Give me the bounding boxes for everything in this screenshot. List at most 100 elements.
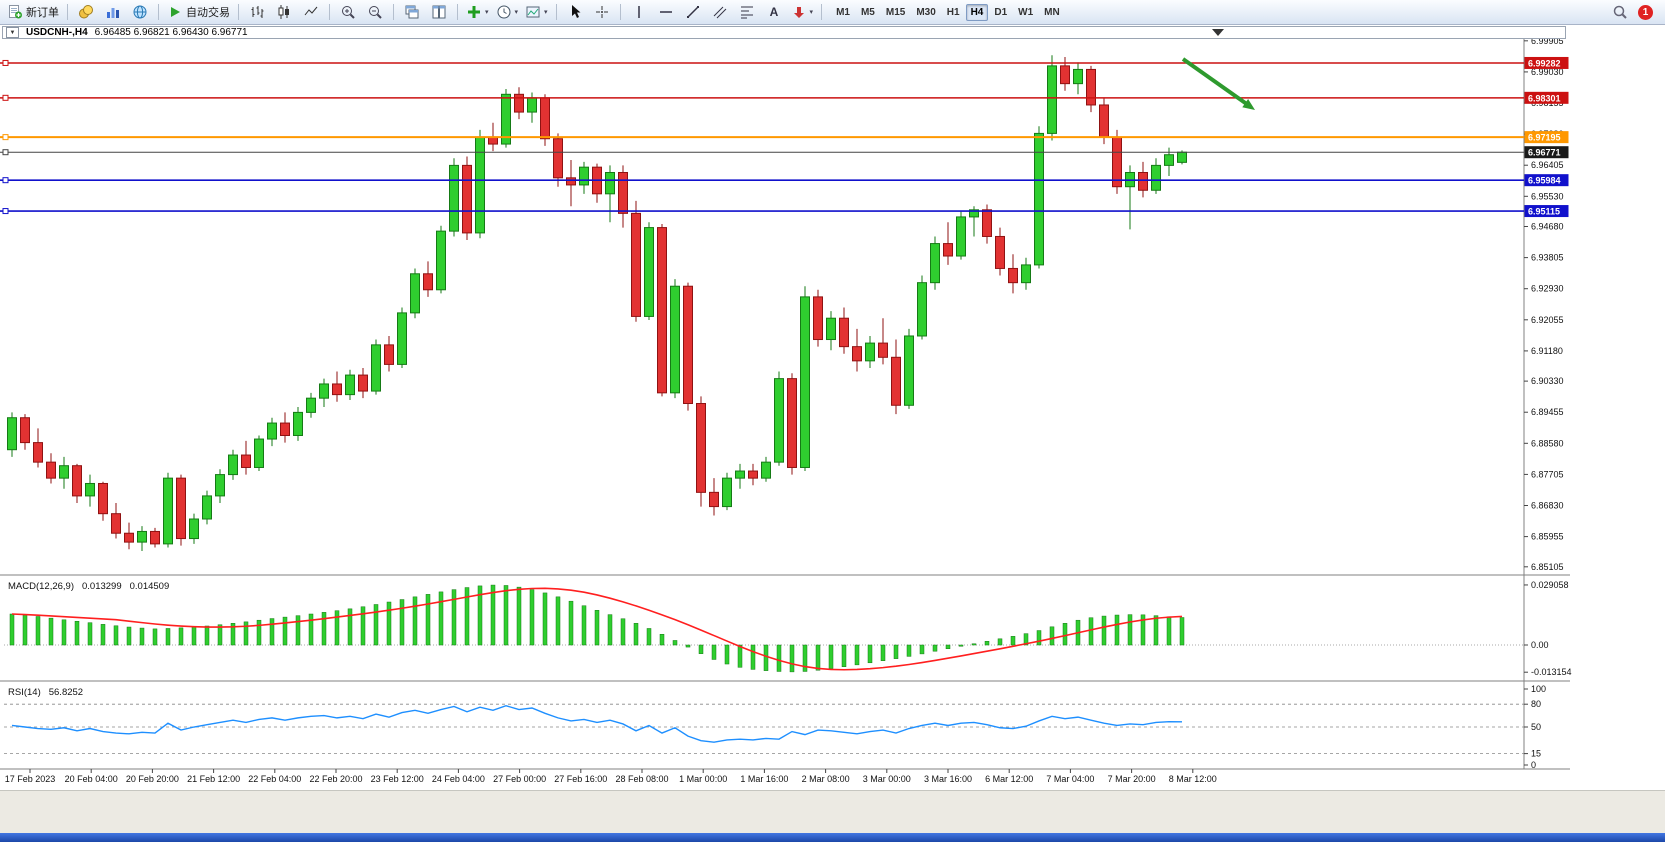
timeframe-button-m15[interactable]: M15: [885, 6, 906, 18]
rsi-value: 56.8252: [48, 687, 84, 698]
zoom-in-button[interactable]: [335, 2, 361, 22]
macd-main-value: 0.013299: [82, 581, 122, 592]
svg-text:6.93805: 6.93805: [1531, 253, 1564, 263]
time-axis[interactable]: 17 Feb 2023 20 Feb 04:00 20 Feb 20:00 21 Fe…: [5, 769, 1217, 784]
cascade-windows-button[interactable]: [399, 2, 425, 22]
taskbar: [0, 833, 1665, 842]
macd-label: MACD(12,26,9) 0.013299 0.014509: [8, 581, 170, 592]
timeframe-button-m1[interactable]: M1: [836, 6, 850, 18]
crosshair-tool-button[interactable]: [589, 2, 615, 22]
text-tool-button[interactable]: A: [761, 2, 787, 22]
chart-window: ▼ USDCNH-,H4 6.96485 6.96821 6.96430 6.9…: [0, 26, 1665, 790]
line-chart-mode-button[interactable]: [298, 2, 324, 22]
periods-button[interactable]: ▾: [493, 2, 522, 22]
cursor-tool-button[interactable]: [562, 2, 588, 22]
separator: [67, 4, 68, 20]
separator: [238, 4, 239, 20]
rsi-label: RSI(14) 56.8252: [8, 687, 84, 698]
svg-text:6.91180: 6.91180: [1531, 346, 1563, 356]
horizontal-line-tool-button[interactable]: [653, 2, 679, 22]
svg-text:22 Feb 20:00: 22 Feb 20:00: [309, 774, 362, 784]
templates-button[interactable]: ▾: [522, 2, 551, 22]
price-axis[interactable]: 6.999056.990306.981556.972806.964056.955…: [1524, 39, 1564, 572]
plus-icon: [466, 4, 482, 20]
tile-windows-icon: [431, 4, 447, 20]
svg-text:80: 80: [1531, 699, 1541, 709]
price-level-lines[interactable]: 6.99282 6.98301 6.97195 6.96771 6.95984 6.951…: [0, 56, 1569, 218]
auto-trading-label: 自动交易: [186, 7, 230, 19]
bar-chart-icon: [105, 4, 121, 20]
svg-text:6.95115: 6.95115: [1528, 207, 1560, 217]
svg-text:1 Mar 00:00: 1 Mar 00:00: [679, 774, 727, 784]
chevron-down-icon: ▾: [514, 9, 519, 16]
coins-icon: [78, 4, 94, 20]
tile-windows-button[interactable]: [426, 2, 452, 22]
new-order-button[interactable]: 新订单: [4, 2, 62, 22]
chart-shift-marker[interactable]: [1212, 29, 1224, 36]
data-window-button[interactable]: [100, 2, 126, 22]
svg-text:6.94680: 6.94680: [1531, 222, 1564, 232]
crosshair-icon: [594, 4, 610, 20]
svg-text:6.89455: 6.89455: [1531, 407, 1564, 417]
timeframe-button-m5[interactable]: M5: [860, 6, 875, 18]
text-icon: A: [766, 4, 782, 20]
timeframe-button-w1[interactable]: W1: [1018, 6, 1034, 18]
rsi-title: RSI(14): [8, 687, 41, 698]
terminal-button[interactable]: [127, 2, 153, 22]
macd-title: MACD(12,26,9): [8, 581, 74, 592]
zoom-out-button[interactable]: [362, 2, 388, 22]
panel-separators: [0, 39, 1570, 770]
channel-tool-button[interactable]: [707, 2, 733, 22]
play-icon: [167, 4, 183, 20]
svg-text:6.92055: 6.92055: [1531, 315, 1564, 325]
timeframe-button-m30[interactable]: M30: [916, 6, 936, 18]
chart-canvas[interactable]: 6.999056.990306.981556.972806.964056.955…: [0, 39, 1665, 787]
clock-icon: [496, 4, 512, 20]
notification-badge[interactable]: 1: [1638, 4, 1653, 20]
market-watch-button[interactable]: [73, 2, 99, 22]
timeframe-button-d1[interactable]: D1: [994, 6, 1008, 18]
svg-text:6.88580: 6.88580: [1531, 438, 1564, 448]
new-order-label: 新订单: [26, 7, 59, 19]
trendline-tool-button[interactable]: [680, 2, 706, 22]
svg-text:20 Feb 04:00: 20 Feb 04:00: [65, 774, 118, 784]
candlestick-mode-button[interactable]: [271, 2, 297, 22]
candles-layer: [7, 55, 1187, 551]
svg-text:6.96405: 6.96405: [1531, 160, 1564, 170]
globe-icon: [132, 4, 148, 20]
svg-text:20 Feb 20:00: 20 Feb 20:00: [126, 774, 179, 784]
timeframe-button-h1[interactable]: H1: [946, 6, 960, 18]
search-icon[interactable]: [1612, 4, 1628, 20]
svg-text:2 Mar 08:00: 2 Mar 08:00: [802, 774, 850, 784]
svg-text:6.85955: 6.85955: [1531, 532, 1564, 542]
candlestick-icon: [276, 4, 292, 20]
svg-text:50: 50: [1531, 722, 1541, 732]
svg-text:6.85105: 6.85105: [1531, 562, 1564, 572]
vertical-line-icon: [631, 4, 647, 20]
vertical-line-tool-button[interactable]: [626, 2, 652, 22]
auto-trading-button[interactable]: 自动交易: [164, 2, 233, 22]
bar-chart-mode-button[interactable]: [244, 2, 270, 22]
ohlc-bars-icon: [249, 4, 265, 20]
svg-text:0: 0: [1531, 760, 1536, 770]
svg-text:17 Feb 2023: 17 Feb 2023: [5, 774, 56, 784]
svg-text:6.99282: 6.99282: [1528, 58, 1561, 68]
timeframe-group: M1 M5 M15 M30 H1 H4 D1 W1 MN: [831, 3, 1065, 21]
annotation-arrow[interactable]: [1181, 57, 1255, 110]
svg-text:8 Mar 12:00: 8 Mar 12:00: [1169, 774, 1217, 784]
svg-text:6 Mar 12:00: 6 Mar 12:00: [985, 774, 1033, 784]
add-indicator-button[interactable]: ▾: [463, 2, 492, 22]
fibonacci-tool-button[interactable]: [734, 2, 760, 22]
svg-text:-0.013154: -0.013154: [1531, 667, 1572, 677]
arrows-tool-button[interactable]: ▾: [788, 2, 817, 22]
timeframe-button-mn[interactable]: MN: [1044, 6, 1060, 18]
svg-text:0.029058: 0.029058: [1531, 580, 1569, 590]
zoom-out-icon: [367, 4, 383, 20]
svg-text:6.99030: 6.99030: [1531, 67, 1564, 77]
svg-text:6.97195: 6.97195: [1528, 133, 1561, 143]
template-icon: [525, 4, 541, 20]
collapse-chart-button[interactable]: ▼: [6, 27, 19, 38]
svg-text:6.90330: 6.90330: [1531, 376, 1564, 386]
timeframe-button-h4[interactable]: H4: [965, 3, 989, 21]
svg-text:6.96771: 6.96771: [1528, 148, 1561, 158]
